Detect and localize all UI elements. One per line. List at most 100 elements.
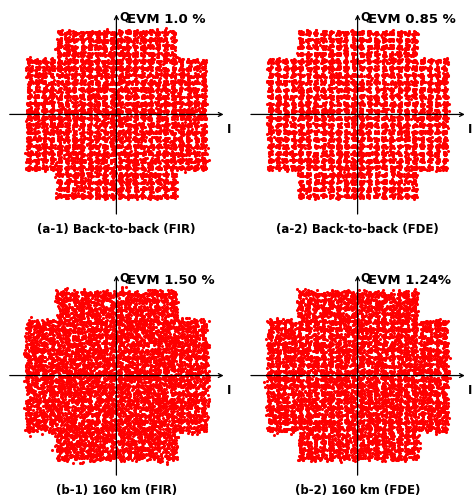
Point bbox=[23, 418, 30, 426]
Point bbox=[132, 52, 139, 60]
Point bbox=[126, 94, 134, 102]
Point bbox=[397, 188, 405, 196]
Point bbox=[170, 418, 178, 426]
Point bbox=[343, 92, 351, 100]
Point bbox=[297, 424, 304, 432]
Point bbox=[393, 171, 401, 179]
Point bbox=[127, 420, 134, 428]
Point bbox=[157, 348, 164, 356]
Point bbox=[344, 88, 352, 96]
Point bbox=[35, 327, 42, 335]
Point bbox=[63, 150, 71, 158]
Point bbox=[170, 79, 177, 87]
Point bbox=[386, 324, 394, 332]
Point bbox=[134, 420, 142, 428]
Point bbox=[266, 112, 274, 120]
Point bbox=[440, 324, 447, 332]
Point bbox=[146, 163, 154, 171]
Point bbox=[366, 418, 374, 426]
Point bbox=[437, 120, 444, 128]
Point bbox=[115, 190, 123, 198]
Point bbox=[294, 336, 302, 344]
Point bbox=[404, 194, 411, 202]
Point bbox=[201, 111, 209, 119]
Point bbox=[309, 386, 317, 394]
Point bbox=[85, 74, 92, 82]
Point bbox=[152, 133, 159, 141]
Point bbox=[312, 41, 319, 49]
Point bbox=[346, 294, 354, 302]
Point bbox=[114, 106, 122, 114]
Point bbox=[201, 321, 208, 329]
Point bbox=[155, 178, 162, 186]
Point bbox=[411, 346, 419, 354]
Point bbox=[166, 424, 174, 432]
Point bbox=[365, 93, 373, 101]
Point bbox=[109, 164, 117, 172]
Point bbox=[85, 84, 92, 92]
Point bbox=[364, 305, 372, 313]
Point bbox=[396, 114, 403, 122]
Point bbox=[273, 107, 281, 115]
Point bbox=[55, 350, 63, 358]
Point bbox=[336, 450, 343, 458]
Point bbox=[115, 96, 123, 104]
Point bbox=[157, 164, 164, 172]
Point bbox=[342, 346, 349, 354]
Point bbox=[193, 164, 201, 172]
Point bbox=[371, 194, 378, 202]
Point bbox=[403, 170, 410, 178]
Point bbox=[277, 347, 284, 355]
Point bbox=[382, 144, 390, 152]
Point bbox=[413, 371, 420, 379]
Point bbox=[352, 171, 359, 179]
Point bbox=[189, 86, 196, 94]
Point bbox=[161, 78, 168, 86]
Point bbox=[139, 401, 146, 409]
Point bbox=[291, 100, 299, 108]
Point bbox=[326, 297, 333, 305]
Point bbox=[403, 36, 410, 44]
Point bbox=[153, 110, 161, 118]
Point bbox=[28, 164, 36, 172]
Point bbox=[327, 442, 334, 450]
Point bbox=[32, 347, 40, 355]
Point bbox=[26, 137, 34, 145]
Point bbox=[117, 171, 124, 179]
Point bbox=[356, 444, 364, 452]
Point bbox=[85, 338, 93, 346]
Point bbox=[156, 319, 164, 327]
Point bbox=[32, 337, 40, 345]
Point bbox=[351, 304, 358, 312]
Point bbox=[398, 436, 405, 444]
Point bbox=[150, 106, 157, 114]
Point bbox=[48, 134, 56, 141]
Point bbox=[325, 50, 333, 58]
Point bbox=[48, 382, 56, 390]
Point bbox=[27, 320, 35, 328]
Point bbox=[139, 394, 146, 402]
Point bbox=[59, 445, 67, 453]
Point bbox=[130, 192, 138, 200]
Point bbox=[329, 56, 337, 64]
Point bbox=[417, 358, 425, 366]
Point bbox=[64, 80, 71, 88]
Point bbox=[55, 190, 63, 198]
Point bbox=[298, 316, 306, 324]
Point bbox=[73, 430, 81, 438]
Point bbox=[115, 376, 123, 384]
Point bbox=[306, 416, 314, 424]
Point bbox=[275, 154, 283, 162]
Point bbox=[397, 172, 404, 180]
Point bbox=[403, 164, 410, 172]
Point bbox=[157, 335, 164, 343]
Point bbox=[337, 42, 344, 50]
Point bbox=[310, 382, 318, 390]
Point bbox=[160, 115, 167, 123]
Point bbox=[59, 322, 67, 330]
Point bbox=[195, 346, 203, 354]
Point bbox=[312, 186, 319, 194]
Point bbox=[282, 340, 290, 348]
Point bbox=[71, 416, 78, 424]
Point bbox=[92, 194, 100, 202]
